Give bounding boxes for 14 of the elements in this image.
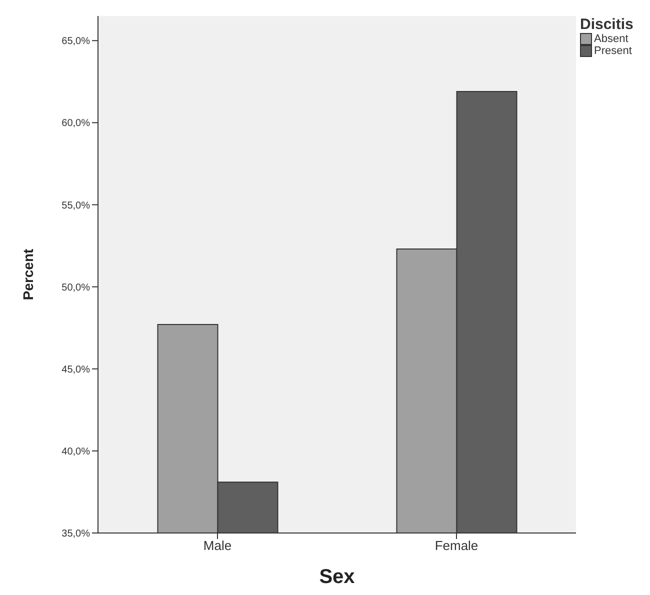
y-tick-label: 45,0%: [62, 364, 90, 376]
x-tick-label: Female: [434, 538, 478, 554]
y-tick-label: 55,0%: [62, 200, 90, 212]
legend-title: Discitis: [580, 16, 634, 33]
y-axis-title: Percent: [20, 248, 36, 300]
x-tick-label: Male: [203, 538, 232, 554]
y-tick-label: 65,0%: [62, 36, 90, 48]
y-tick-label: 40,0%: [62, 446, 90, 458]
legend-label: Absent: [593, 33, 630, 45]
y-tick-label: 60,0%: [62, 118, 90, 130]
y-tick-label: 35,0%: [62, 528, 90, 540]
y-tick-label: 50,0%: [62, 282, 90, 294]
x-axis-title: Sex: [319, 566, 355, 588]
legend-label: Present: [593, 45, 633, 57]
